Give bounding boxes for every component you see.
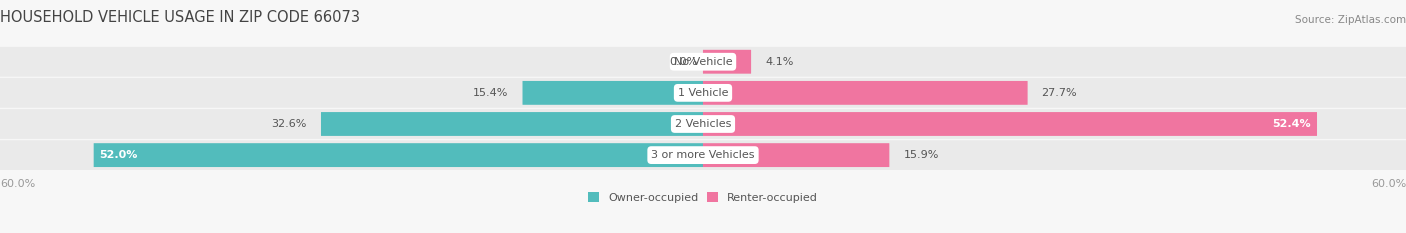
FancyBboxPatch shape bbox=[94, 143, 703, 167]
Text: 60.0%: 60.0% bbox=[1371, 179, 1406, 189]
FancyBboxPatch shape bbox=[703, 50, 751, 74]
Text: 3 or more Vehicles: 3 or more Vehicles bbox=[651, 150, 755, 160]
FancyBboxPatch shape bbox=[523, 81, 703, 105]
Text: 0.0%: 0.0% bbox=[669, 57, 697, 67]
FancyBboxPatch shape bbox=[0, 140, 1406, 170]
Text: 32.6%: 32.6% bbox=[271, 119, 307, 129]
Text: No Vehicle: No Vehicle bbox=[673, 57, 733, 67]
Text: 60.0%: 60.0% bbox=[0, 179, 35, 189]
Text: 4.1%: 4.1% bbox=[765, 57, 793, 67]
Text: Source: ZipAtlas.com: Source: ZipAtlas.com bbox=[1295, 15, 1406, 25]
FancyBboxPatch shape bbox=[703, 81, 1028, 105]
Text: 15.9%: 15.9% bbox=[904, 150, 939, 160]
FancyBboxPatch shape bbox=[0, 109, 1406, 139]
Text: 15.4%: 15.4% bbox=[474, 88, 509, 98]
FancyBboxPatch shape bbox=[0, 47, 1406, 77]
FancyBboxPatch shape bbox=[0, 78, 1406, 108]
FancyBboxPatch shape bbox=[703, 143, 890, 167]
Text: 52.0%: 52.0% bbox=[100, 150, 138, 160]
FancyBboxPatch shape bbox=[321, 112, 703, 136]
Text: 2 Vehicles: 2 Vehicles bbox=[675, 119, 731, 129]
Text: 52.4%: 52.4% bbox=[1272, 119, 1312, 129]
Text: 1 Vehicle: 1 Vehicle bbox=[678, 88, 728, 98]
FancyBboxPatch shape bbox=[703, 112, 1317, 136]
Text: 27.7%: 27.7% bbox=[1042, 88, 1077, 98]
Text: HOUSEHOLD VEHICLE USAGE IN ZIP CODE 66073: HOUSEHOLD VEHICLE USAGE IN ZIP CODE 6607… bbox=[0, 10, 360, 25]
Legend: Owner-occupied, Renter-occupied: Owner-occupied, Renter-occupied bbox=[588, 192, 818, 203]
